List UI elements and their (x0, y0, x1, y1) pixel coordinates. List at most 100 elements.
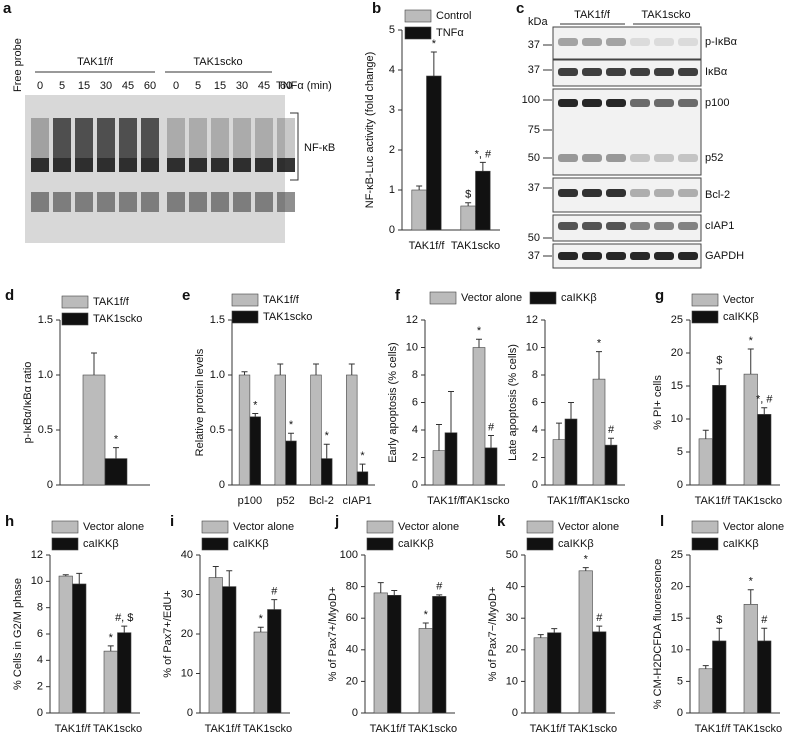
x-tick-label: TAK1f/f (547, 495, 584, 507)
bar (411, 189, 427, 231)
bar (460, 205, 476, 231)
legend-label: caIKKβ (723, 311, 759, 323)
panel-letter: b (372, 0, 381, 17)
legend-label: Control (436, 10, 471, 22)
panel-letter: i (170, 513, 174, 530)
error-bar (277, 363, 284, 375)
error-bar (608, 437, 614, 446)
y-tick-label: 1.0 (210, 369, 225, 381)
blot-band (606, 38, 626, 46)
annotation: # (608, 424, 615, 436)
legend-label: Vector alone (398, 521, 459, 533)
gel-band (255, 158, 273, 172)
error-bar (596, 351, 602, 380)
gel-band (53, 192, 71, 212)
blot-band (558, 38, 578, 46)
panel-letter: e (182, 287, 190, 304)
y-tick-label: 12 (406, 314, 418, 326)
y-tick-label: 2 (389, 144, 395, 156)
x-tick-label: TAK1scko (733, 723, 782, 735)
y-axis-label: % CM-H2DCFDA fluorescence (652, 559, 664, 709)
legend-swatch (526, 537, 554, 551)
error-bar (436, 424, 442, 451)
x-tick-label: p100 (238, 495, 262, 507)
lane-label: 30 (100, 80, 112, 92)
legend-label: Vector alone (461, 292, 522, 304)
bar (743, 373, 758, 486)
y-tick-label: 20 (346, 675, 358, 687)
bar (346, 374, 358, 486)
blot-band (582, 38, 602, 46)
panel-letter: h (5, 513, 14, 530)
blot-band (630, 252, 650, 260)
y-tick-label: 2 (412, 451, 418, 463)
y-tick-label: 40 (506, 581, 518, 593)
y-tick-label: 2 (532, 451, 538, 463)
gel-band (31, 158, 49, 172)
y-tick-label: 12 (31, 549, 43, 561)
bar (82, 374, 106, 486)
bar (712, 640, 727, 714)
bar (564, 418, 578, 486)
gel-band (233, 118, 251, 158)
panel-letter: l (660, 513, 664, 530)
gel-band (119, 118, 137, 158)
group-label: TAK1scko (641, 9, 690, 21)
legend-swatch (51, 520, 79, 534)
protein-label: p-IκBα (705, 36, 738, 48)
lane-label: 45 (258, 80, 270, 92)
y-tick-label: 3 (389, 104, 395, 116)
blot-band (582, 68, 602, 76)
marker-label: 37 (528, 39, 540, 51)
blot-band (678, 38, 698, 46)
x-tick-label: TAK1scko (243, 723, 292, 735)
y-tick-label: 10 (406, 341, 418, 353)
y-tick-label: 100 (340, 549, 358, 561)
gel-band (75, 158, 93, 172)
y-axis-label: % of Pax7+/EdU+ (162, 590, 174, 677)
error-bar (716, 368, 723, 386)
protein-label: p52 (705, 152, 723, 164)
error-bar (91, 352, 97, 375)
error-bar (479, 161, 486, 172)
y-tick-label: 20 (506, 644, 518, 656)
blot-band (606, 252, 626, 260)
bar (444, 432, 458, 486)
unit-label: kDa (528, 16, 548, 28)
gel-band (75, 118, 93, 158)
error-bar (568, 402, 574, 419)
marker-label: 100 (522, 94, 540, 106)
legend-label: Vector (723, 294, 755, 306)
blot-band (582, 222, 602, 230)
gel-band (211, 158, 229, 172)
bar (238, 374, 251, 486)
blot-band (678, 154, 698, 162)
legend-swatch (526, 520, 554, 534)
legend-label: caIKKβ (83, 538, 119, 550)
bar (208, 577, 223, 714)
error-bar (212, 565, 219, 578)
legend-label: Vector alone (233, 521, 294, 533)
blot-band (630, 99, 650, 107)
legend-swatch (691, 310, 719, 324)
y-tick-label: 5 (677, 675, 683, 687)
blot-band (654, 154, 674, 162)
error-bar (702, 429, 709, 439)
bar (387, 594, 402, 714)
blot-band (654, 222, 674, 230)
gel-band (233, 192, 251, 212)
x-tick-label: p52 (276, 495, 294, 507)
panel-letter: d (5, 287, 14, 304)
bar (58, 575, 73, 714)
protein-label: Bcl-2 (705, 189, 730, 201)
annotation: * (109, 632, 114, 644)
error-bar (747, 348, 754, 375)
bar (274, 374, 286, 486)
gel-band (277, 118, 295, 158)
annotation: * (749, 576, 754, 588)
legend-swatch (691, 537, 719, 551)
error-bar (537, 634, 544, 638)
blot-strip (552, 26, 702, 60)
y-tick-label: 20 (181, 628, 193, 640)
legend-label: Vector alone (83, 521, 144, 533)
